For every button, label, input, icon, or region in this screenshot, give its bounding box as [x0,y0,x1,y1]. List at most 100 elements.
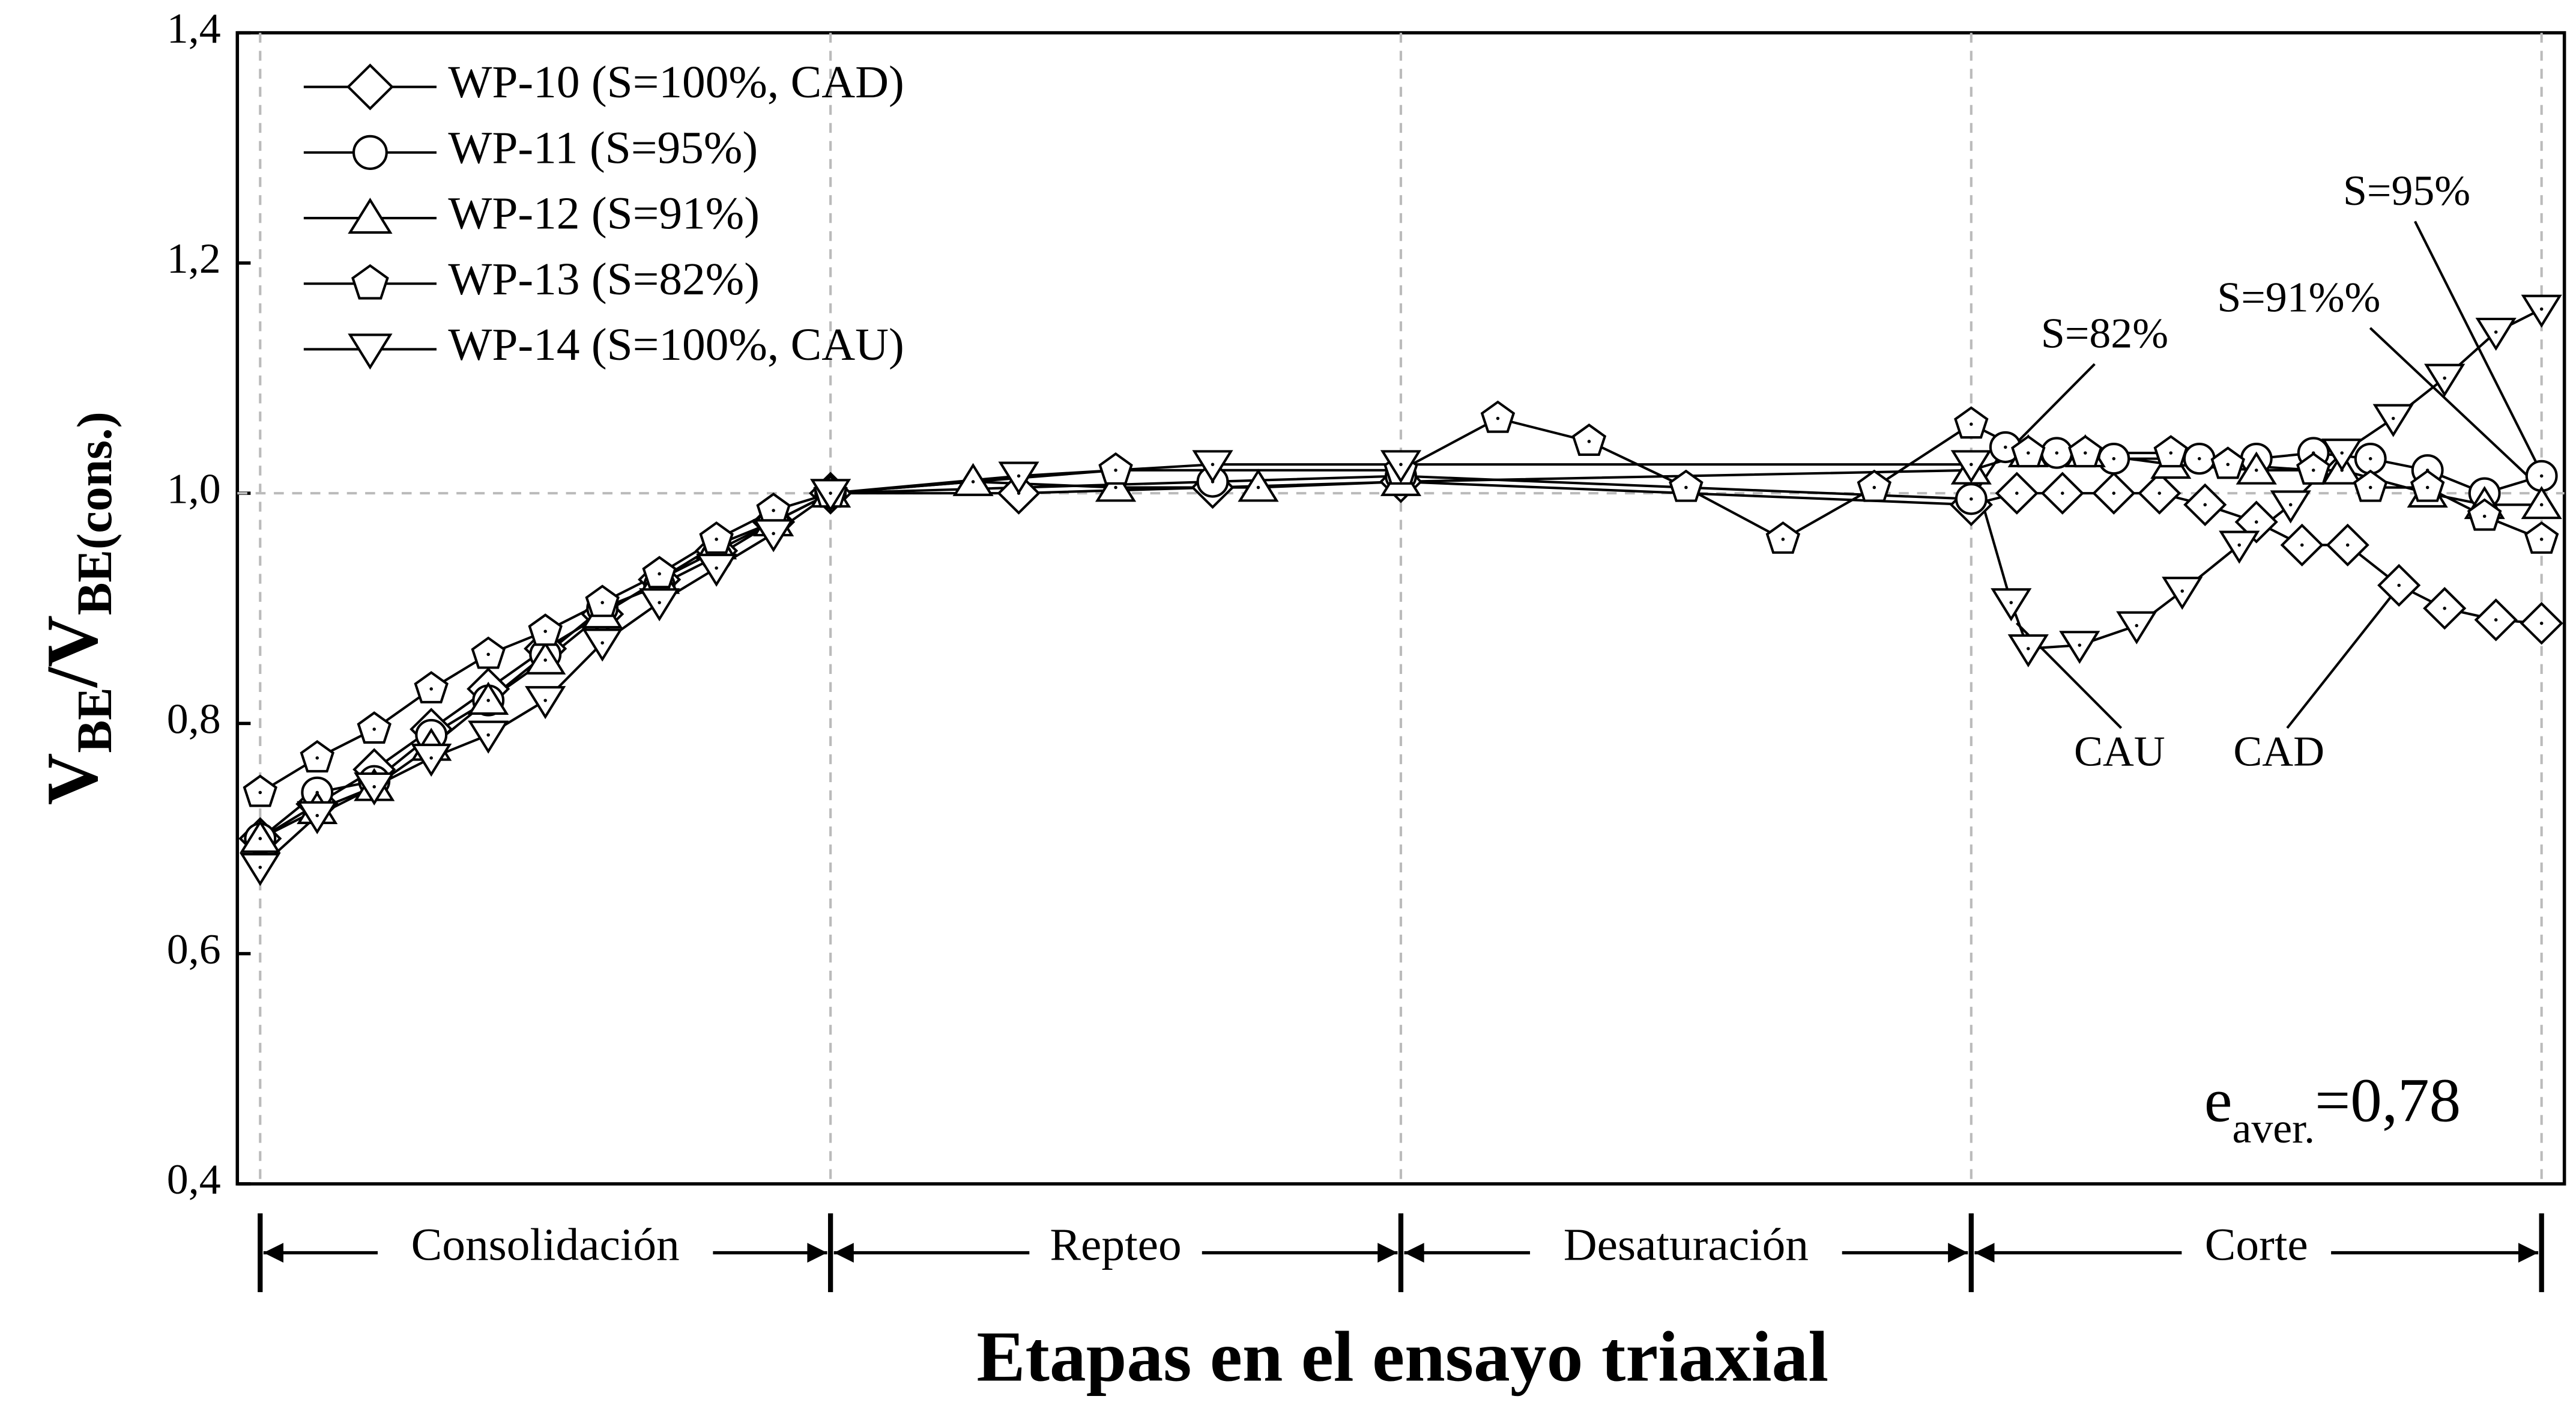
marker-dot [2482,514,2487,518]
marker-dot [971,480,975,484]
marker-dot [2157,491,2162,495]
marker-dot [2112,491,2116,495]
marker-dot [2254,469,2258,472]
marker [2521,294,2562,328]
marker-dot [2443,376,2446,380]
y-label-part: V [32,753,113,806]
marker-dot [2061,491,2064,495]
legend-label: WP-10 (S=100%, CAD) [448,56,904,108]
y-axis-label: VBE/VBE(cons.) [32,411,122,805]
y-tick-label: 0,4 [167,1156,221,1204]
leader-line [2369,327,2542,490]
marker-dot [1496,416,1500,420]
y-tick-label: 0,8 [167,696,221,743]
legend-marker [346,63,394,111]
marker [2521,486,2562,520]
legend-marker [348,198,393,234]
marker-dot [1114,469,1117,472]
marker [1991,588,2032,622]
marker-dot [2226,463,2230,466]
marker-dot [600,641,604,645]
marker-dot [2027,451,2030,455]
marker [2236,451,2277,485]
marker-dot [2539,538,2544,541]
annotation: S=91%% [2217,274,2380,321]
y-tick-label: 0,6 [167,926,221,973]
marker [639,588,680,622]
y-label-part: BE [67,687,122,753]
marker [2007,634,2049,668]
marker [354,772,395,806]
marker-dot [2391,416,2395,420]
y-tick-label: 1,0 [167,466,221,513]
marker [468,720,509,754]
marker-dot [429,756,433,760]
marker-dot [2197,457,2201,461]
marker-dot [1970,497,1973,501]
e-part: e [2204,1066,2233,1135]
marker-dot [2009,601,2013,604]
marker-dot [315,813,319,818]
marker-dot [2494,618,2498,622]
marker-dot [715,566,718,570]
leader-line [2286,592,2395,729]
marker [240,853,281,887]
marker-dot [486,733,490,737]
marker-dot [1211,463,1215,466]
marker [582,628,623,662]
marker-dot [2368,457,2372,461]
legend-marker [348,333,393,370]
marker [2116,611,2157,645]
marker [525,686,566,720]
legend-label: WP-14 (S=100%, CAU) [448,318,904,369]
annotation: S=95% [2343,168,2470,215]
y-tick-label: 1,4 [167,5,221,52]
marker-dot [2425,485,2429,490]
marker [2219,530,2260,564]
legend-label: WP-12 (S=91%) [448,187,760,238]
stage-label: Corte [2205,1219,2308,1270]
marker-dot [1399,463,1403,466]
marker-dot [2027,647,2030,651]
marker-dot [1587,440,1591,443]
marker-dot [258,837,262,840]
marker-dot [2254,520,2258,524]
marker-dot [2368,485,2372,490]
series-line [259,417,2542,794]
marker [1192,450,1233,484]
marker [810,479,851,512]
x-axis-label: Etapas en el ensayo triaxial [976,1317,1828,1397]
marker-dot [258,866,262,869]
marker-dot [1017,474,1021,478]
marker [2270,490,2311,524]
marker-dot [715,538,718,541]
marker-dot [1970,422,1973,426]
legend-label: WP-11 (S=95%) [448,122,758,173]
marker-dot [543,658,547,662]
marker-dot [2288,503,2293,507]
marker-dot [2397,583,2401,587]
marker-dot [2055,451,2059,455]
marker [952,463,994,496]
marker-dot [2539,621,2544,625]
marker [468,681,509,715]
marker-dot [372,785,376,789]
marker-dot [2169,451,2173,455]
marker [240,819,281,853]
annotation: CAU [2074,728,2165,775]
stage-label: Desaturación [1564,1219,1809,1270]
marker-dot [315,756,319,760]
marker [2424,363,2466,397]
marker-dot [2112,457,2116,461]
marker-dot [2539,503,2544,507]
leader-line [2015,363,2096,444]
marker-dot [772,509,775,512]
marker [1095,469,1137,502]
legend-label: WP-13 (S=82%) [448,253,760,304]
marker-dot [1872,485,1876,490]
annotation: CAD [2233,728,2324,775]
y-tick-label: 1,2 [167,235,221,283]
marker [525,641,566,675]
marker-dot [2311,469,2315,472]
marker-dot [2004,445,2007,449]
